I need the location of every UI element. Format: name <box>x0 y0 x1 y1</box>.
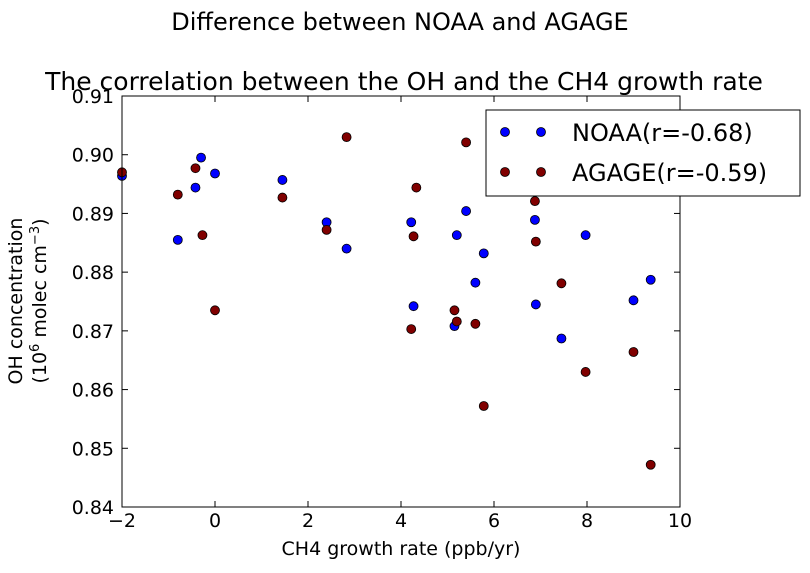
y-tick-label: 0.84 <box>72 497 114 519</box>
agage-point <box>277 192 288 203</box>
y-tick-label: 0.85 <box>72 438 114 460</box>
agage-point <box>210 305 220 316</box>
y-tick-label: 0.86 <box>72 380 114 402</box>
y-axis-label: OH concentration (106 molec cm−3) <box>5 218 51 385</box>
agage-point <box>321 224 332 235</box>
agage-point <box>461 137 472 148</box>
x-tick-label: 10 <box>668 510 692 532</box>
agage-point <box>190 163 201 174</box>
agage-point <box>530 236 541 247</box>
noaa-point <box>408 301 419 312</box>
noaa-point <box>406 217 417 228</box>
agage-point <box>341 132 352 143</box>
legend-entry-agage: AGAGE(r=-0.59) <box>500 159 767 187</box>
agage-point <box>411 182 422 193</box>
x-axis-ticks: −2 0 2 4 6 8 10 <box>108 96 692 532</box>
x-tick-label: 6 <box>488 510 500 532</box>
agage-point <box>580 367 591 377</box>
legend-marker <box>536 127 546 137</box>
y-tick-label: 0.91 <box>72 86 114 108</box>
legend-marker <box>500 167 510 177</box>
agage-point <box>530 196 540 206</box>
agage-point <box>628 347 639 357</box>
noaa-point <box>530 214 540 225</box>
x-tick-label: 8 <box>581 510 593 532</box>
noaa-point <box>277 175 288 185</box>
agage-point <box>556 278 567 289</box>
agage-point <box>406 324 417 334</box>
agage-point <box>470 318 481 329</box>
chart-title: The correlation between the OH and the C… <box>44 67 763 96</box>
agage-point <box>408 231 419 242</box>
y-axis-ticks: 0.84 0.85 0.86 0.87 0.88 0.89 0.90 0.91 <box>72 86 680 519</box>
noaa-point <box>580 230 591 241</box>
noaa-point <box>478 248 489 259</box>
legend-label: NOAA(r=-0.68) <box>572 119 753 147</box>
noaa-point <box>461 206 472 216</box>
agage-point <box>645 459 656 470</box>
noaa-point <box>628 295 639 306</box>
series-noaa-points <box>117 152 656 344</box>
y-axis-label-line1: OH concentration <box>5 218 27 385</box>
y-tick-label: 0.89 <box>72 203 114 225</box>
noaa-point <box>196 152 206 163</box>
legend-label: AGAGE(r=-0.59) <box>572 159 767 187</box>
x-tick-label: 0 <box>209 510 221 532</box>
agage-point <box>451 316 462 327</box>
noaa-point <box>470 277 481 288</box>
noaa-point <box>190 182 201 193</box>
y-tick-label: 0.88 <box>72 262 114 284</box>
chart-suptitle: Difference between NOAA and AGAGE <box>171 8 628 36</box>
series-agage-points <box>117 132 656 470</box>
legend-box <box>485 109 801 197</box>
legend-marker <box>500 127 510 137</box>
y-tick-label: 0.87 <box>72 321 114 343</box>
legend: NOAA(r=-0.68) AGAGE(r=-0.59) <box>485 109 801 197</box>
x-tick-label: 4 <box>395 510 407 532</box>
legend-entry-noaa: NOAA(r=-0.68) <box>500 119 753 147</box>
noaa-point <box>530 299 541 310</box>
noaa-point <box>451 230 462 241</box>
agage-point <box>478 401 489 411</box>
agage-point <box>449 305 460 316</box>
noaa-point <box>210 168 220 179</box>
y-axis-label-line2: (106 molec cm−3) <box>28 218 51 383</box>
x-axis-label: CH4 growth rate (ppb/yr) <box>282 538 521 560</box>
agage-point <box>197 230 208 241</box>
noaa-point <box>172 234 183 245</box>
noaa-point <box>556 333 567 344</box>
x-tick-label: 2 <box>302 510 314 532</box>
x-tick-label: −2 <box>108 510 136 532</box>
legend-marker <box>536 167 546 177</box>
agage-point <box>172 189 183 200</box>
plot-frame <box>121 95 681 508</box>
noaa-point <box>645 274 656 285</box>
y-tick-label: 0.90 <box>72 145 114 167</box>
noaa-point <box>341 243 352 254</box>
